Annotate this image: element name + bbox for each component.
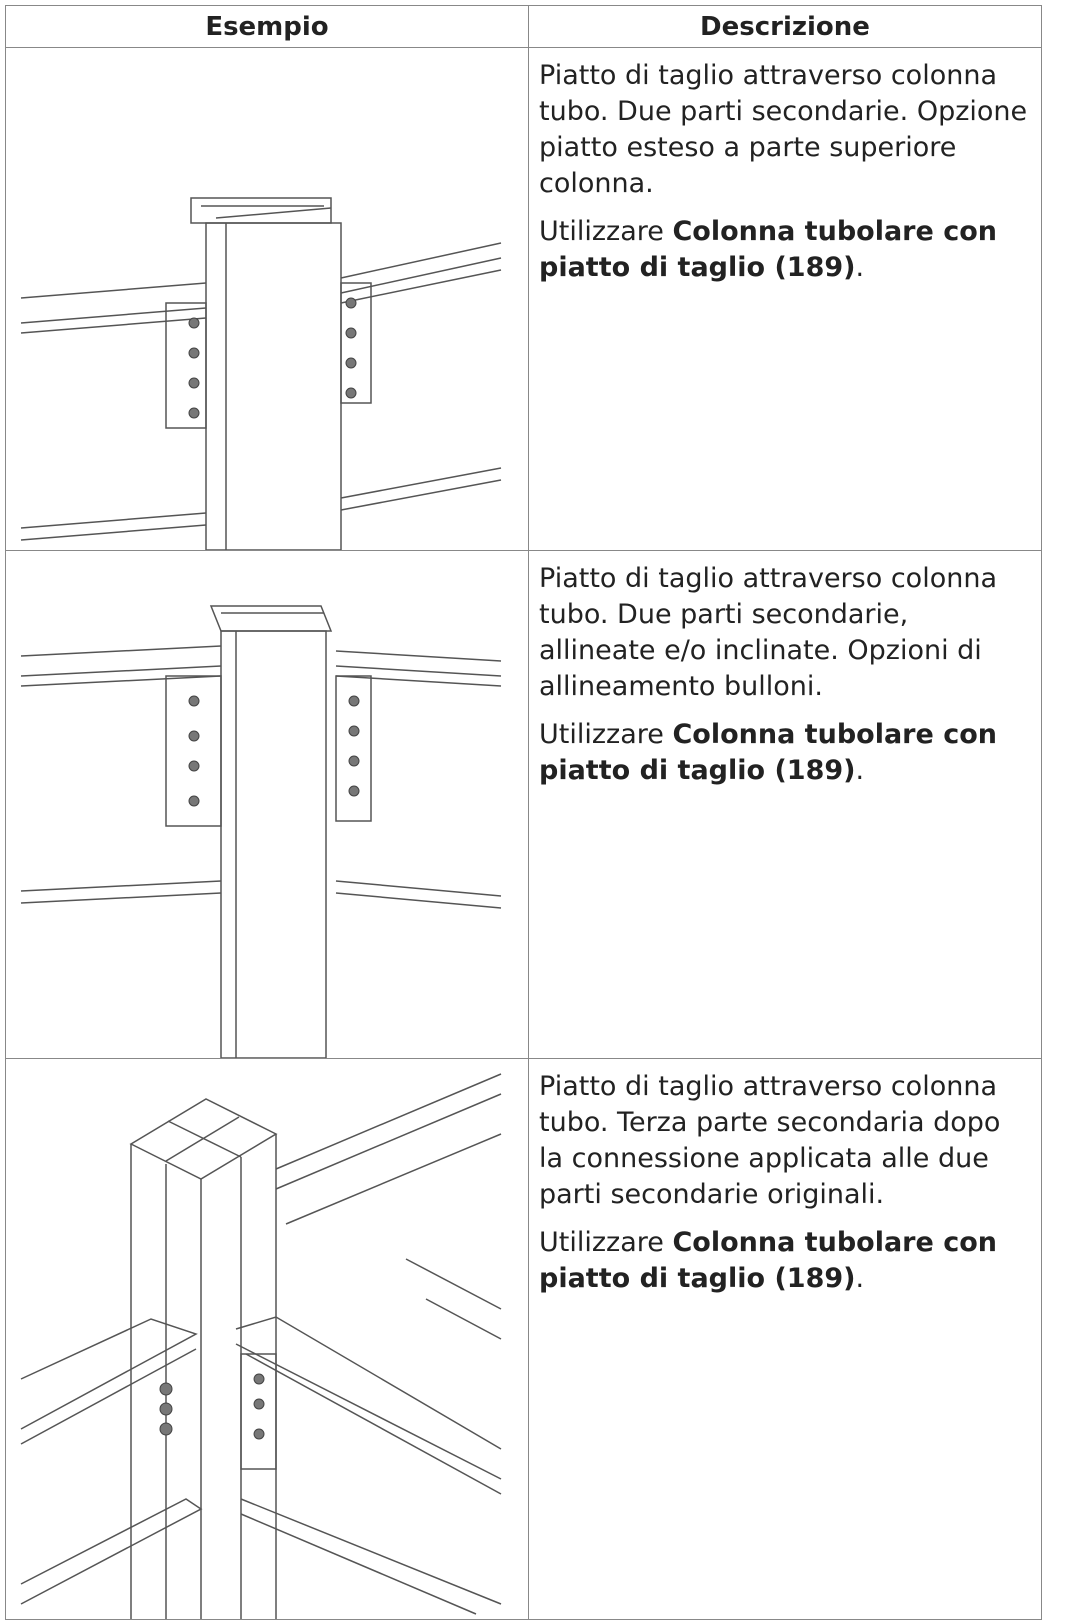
header-cell: Descrizione: [528, 5, 1042, 48]
description-cell: Piatto di taglio attraverso colonna tubo…: [528, 550, 1042, 1059]
usage-prefix: Utilizzare: [539, 719, 673, 750]
table-row: Piatto di taglio attraverso colonna tubo…: [5, 550, 1042, 1059]
header-cell: Esempio: [5, 5, 529, 48]
usage-suffix: .: [855, 755, 865, 786]
table-row: Piatto di taglio attraverso colonna tubo…: [5, 47, 1042, 551]
connection-drawing: [20, 1073, 502, 1619]
description: Piatto di taglio attraverso colonna tubo…: [539, 563, 997, 702]
usage-link[interactable]: Colonna tubolare con piatto di taglio (1…: [539, 216, 997, 283]
header-row: Esempio Descrizione: [5, 5, 1042, 48]
table-row: Piatto di taglio attraverso colonna tubo…: [5, 1058, 1042, 1620]
description-cell: Piatto di taglio attraverso colonna tubo…: [528, 1058, 1042, 1620]
usage-link[interactable]: Colonna tubolare con piatto di taglio (1…: [539, 719, 997, 786]
image-cell: [5, 47, 529, 551]
usage-prefix: Utilizzare: [539, 216, 673, 247]
usage: Utilizzare Colonna tubolare con piatto d…: [539, 717, 1031, 789]
image-cell: [5, 1058, 529, 1620]
usage-prefix: Utilizzare: [539, 1227, 673, 1258]
description: Piatto di taglio attraverso colonna tubo…: [539, 60, 1028, 199]
connection-drawing: [20, 197, 502, 550]
description-cell: Piatto di taglio attraverso colonna tubo…: [528, 47, 1042, 551]
usage-link[interactable]: Colonna tubolare con piatto di taglio (1…: [539, 1227, 997, 1294]
connection-table: Esempio Descrizione Piatto di taglio att…: [5, 5, 1042, 1620]
connection-drawing: [20, 605, 502, 1058]
description: Piatto di taglio attraverso colonna tubo…: [539, 1071, 1001, 1210]
image-cell: [5, 550, 529, 1059]
usage-suffix: .: [855, 1263, 865, 1294]
usage: Utilizzare Colonna tubolare con piatto d…: [539, 1225, 1031, 1297]
usage: Utilizzare Colonna tubolare con piatto d…: [539, 214, 1031, 286]
usage-suffix: .: [855, 252, 865, 283]
